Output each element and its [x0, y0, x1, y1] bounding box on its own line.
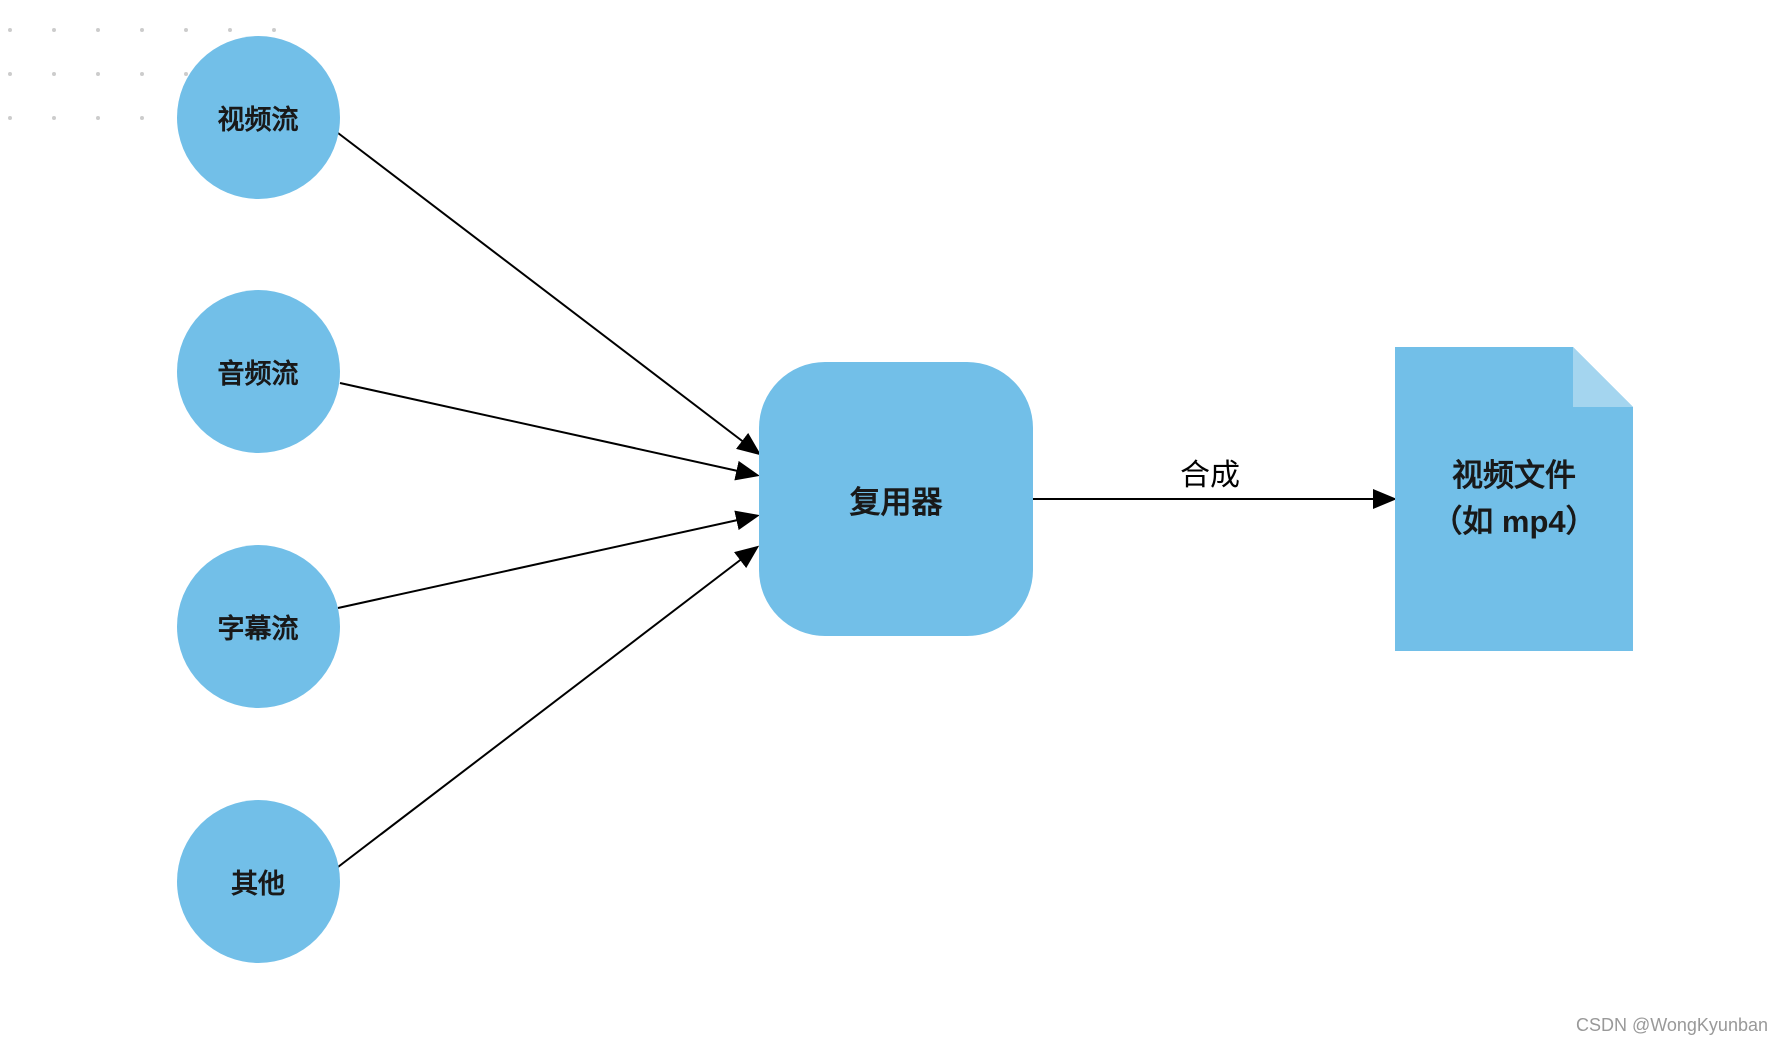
edge-label-compose: 合成: [1180, 450, 1240, 494]
node-other: 其他: [177, 800, 340, 963]
node-video-file: 视频文件 （如 mp4）: [1395, 347, 1633, 651]
watermark-text: CSDN @WongKyunban: [1576, 1015, 1768, 1035]
node-label-line2: （如 mp4）: [1431, 504, 1596, 539]
node-muxer: 复用器: [759, 362, 1033, 636]
node-label: 其他: [231, 862, 285, 901]
node-label: 复用器: [850, 477, 943, 522]
diagram-canvas: 视频流 音频流 字幕流 其他 复用器 视频文件 （如 mp4） 合成 CSDN …: [0, 0, 1788, 1046]
edge-label-text: 合成: [1180, 459, 1240, 492]
node-label-line1: 视频文件: [1452, 458, 1576, 493]
node-label: 字幕流: [218, 607, 299, 646]
node-label: 视频流: [218, 98, 299, 137]
watermark: CSDN @WongKyunban: [1576, 1015, 1768, 1036]
node-audio-stream: 音频流: [177, 290, 340, 453]
node-subtitle-stream: 字幕流: [177, 545, 340, 708]
node-video-stream: 视频流: [177, 36, 340, 199]
node-label: 音频流: [218, 352, 299, 391]
